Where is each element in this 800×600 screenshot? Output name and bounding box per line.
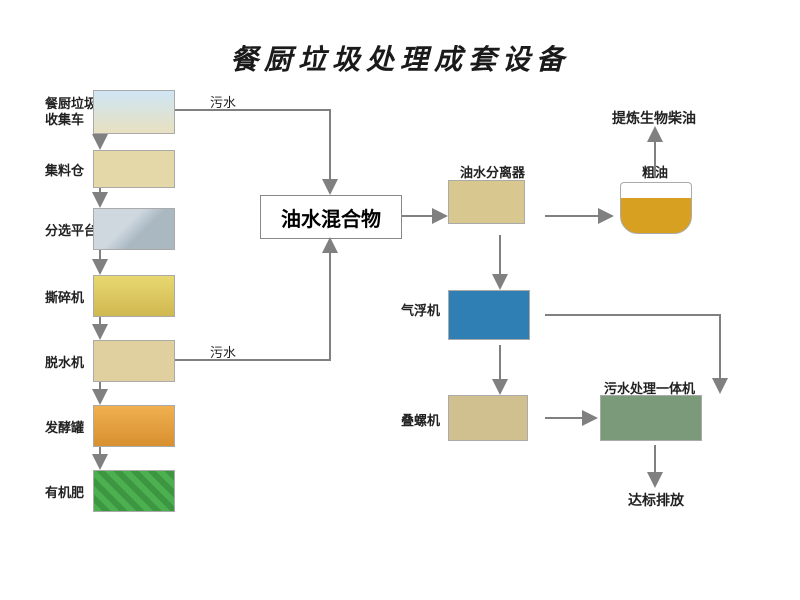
- label-crude-oil: 粗油: [642, 162, 668, 181]
- node-ferment: 发酵罐: [45, 405, 175, 447]
- label-fertilizer: 有机肥: [45, 482, 89, 501]
- img-daf: [448, 290, 530, 340]
- node-dewater: 脱水机: [45, 340, 175, 382]
- label-dewater: 脱水机: [45, 352, 89, 371]
- edge-label-sewage-2: 污水: [210, 342, 236, 361]
- img-screw: [448, 395, 528, 441]
- node-shredder: 撕碎机: [45, 275, 175, 317]
- img-ferment: [93, 405, 175, 447]
- img-truck: [93, 90, 175, 134]
- label-hopper: 集料仓: [45, 160, 89, 179]
- img-sorter: [93, 208, 175, 250]
- label-sorter: 分选平台: [45, 220, 89, 239]
- node-discharge: 达标排放: [628, 490, 684, 510]
- label-ferment: 发酵罐: [45, 417, 89, 436]
- img-dewater: [93, 340, 175, 382]
- node-hopper: 集料仓: [45, 150, 175, 188]
- label-daf: 气浮机: [401, 300, 440, 319]
- label-screw: 叠螺机: [401, 410, 440, 429]
- node-fertilizer: 有机肥: [45, 470, 175, 512]
- img-crude-oil: [620, 182, 692, 234]
- diagram-title: 餐厨垃圾处理成套设备: [0, 38, 800, 78]
- label-truck: 餐厨垃圾收集车: [45, 96, 89, 127]
- img-hopper: [93, 150, 175, 188]
- label-mixture: 油水混合物: [281, 203, 381, 232]
- node-sorter: 分选平台: [45, 208, 175, 250]
- node-mixture: 油水混合物: [260, 195, 402, 239]
- label-separator: 油水分离器: [460, 162, 525, 181]
- img-fertilizer: [93, 470, 175, 512]
- edge-label-sewage-1: 污水: [210, 92, 236, 111]
- node-truck: 餐厨垃圾收集车: [45, 90, 175, 134]
- img-wwtp: [600, 395, 702, 441]
- img-shredder: [93, 275, 175, 317]
- node-biodiesel: 提炼生物柴油: [612, 108, 696, 128]
- img-separator: [448, 180, 525, 224]
- label-shredder: 撕碎机: [45, 287, 89, 306]
